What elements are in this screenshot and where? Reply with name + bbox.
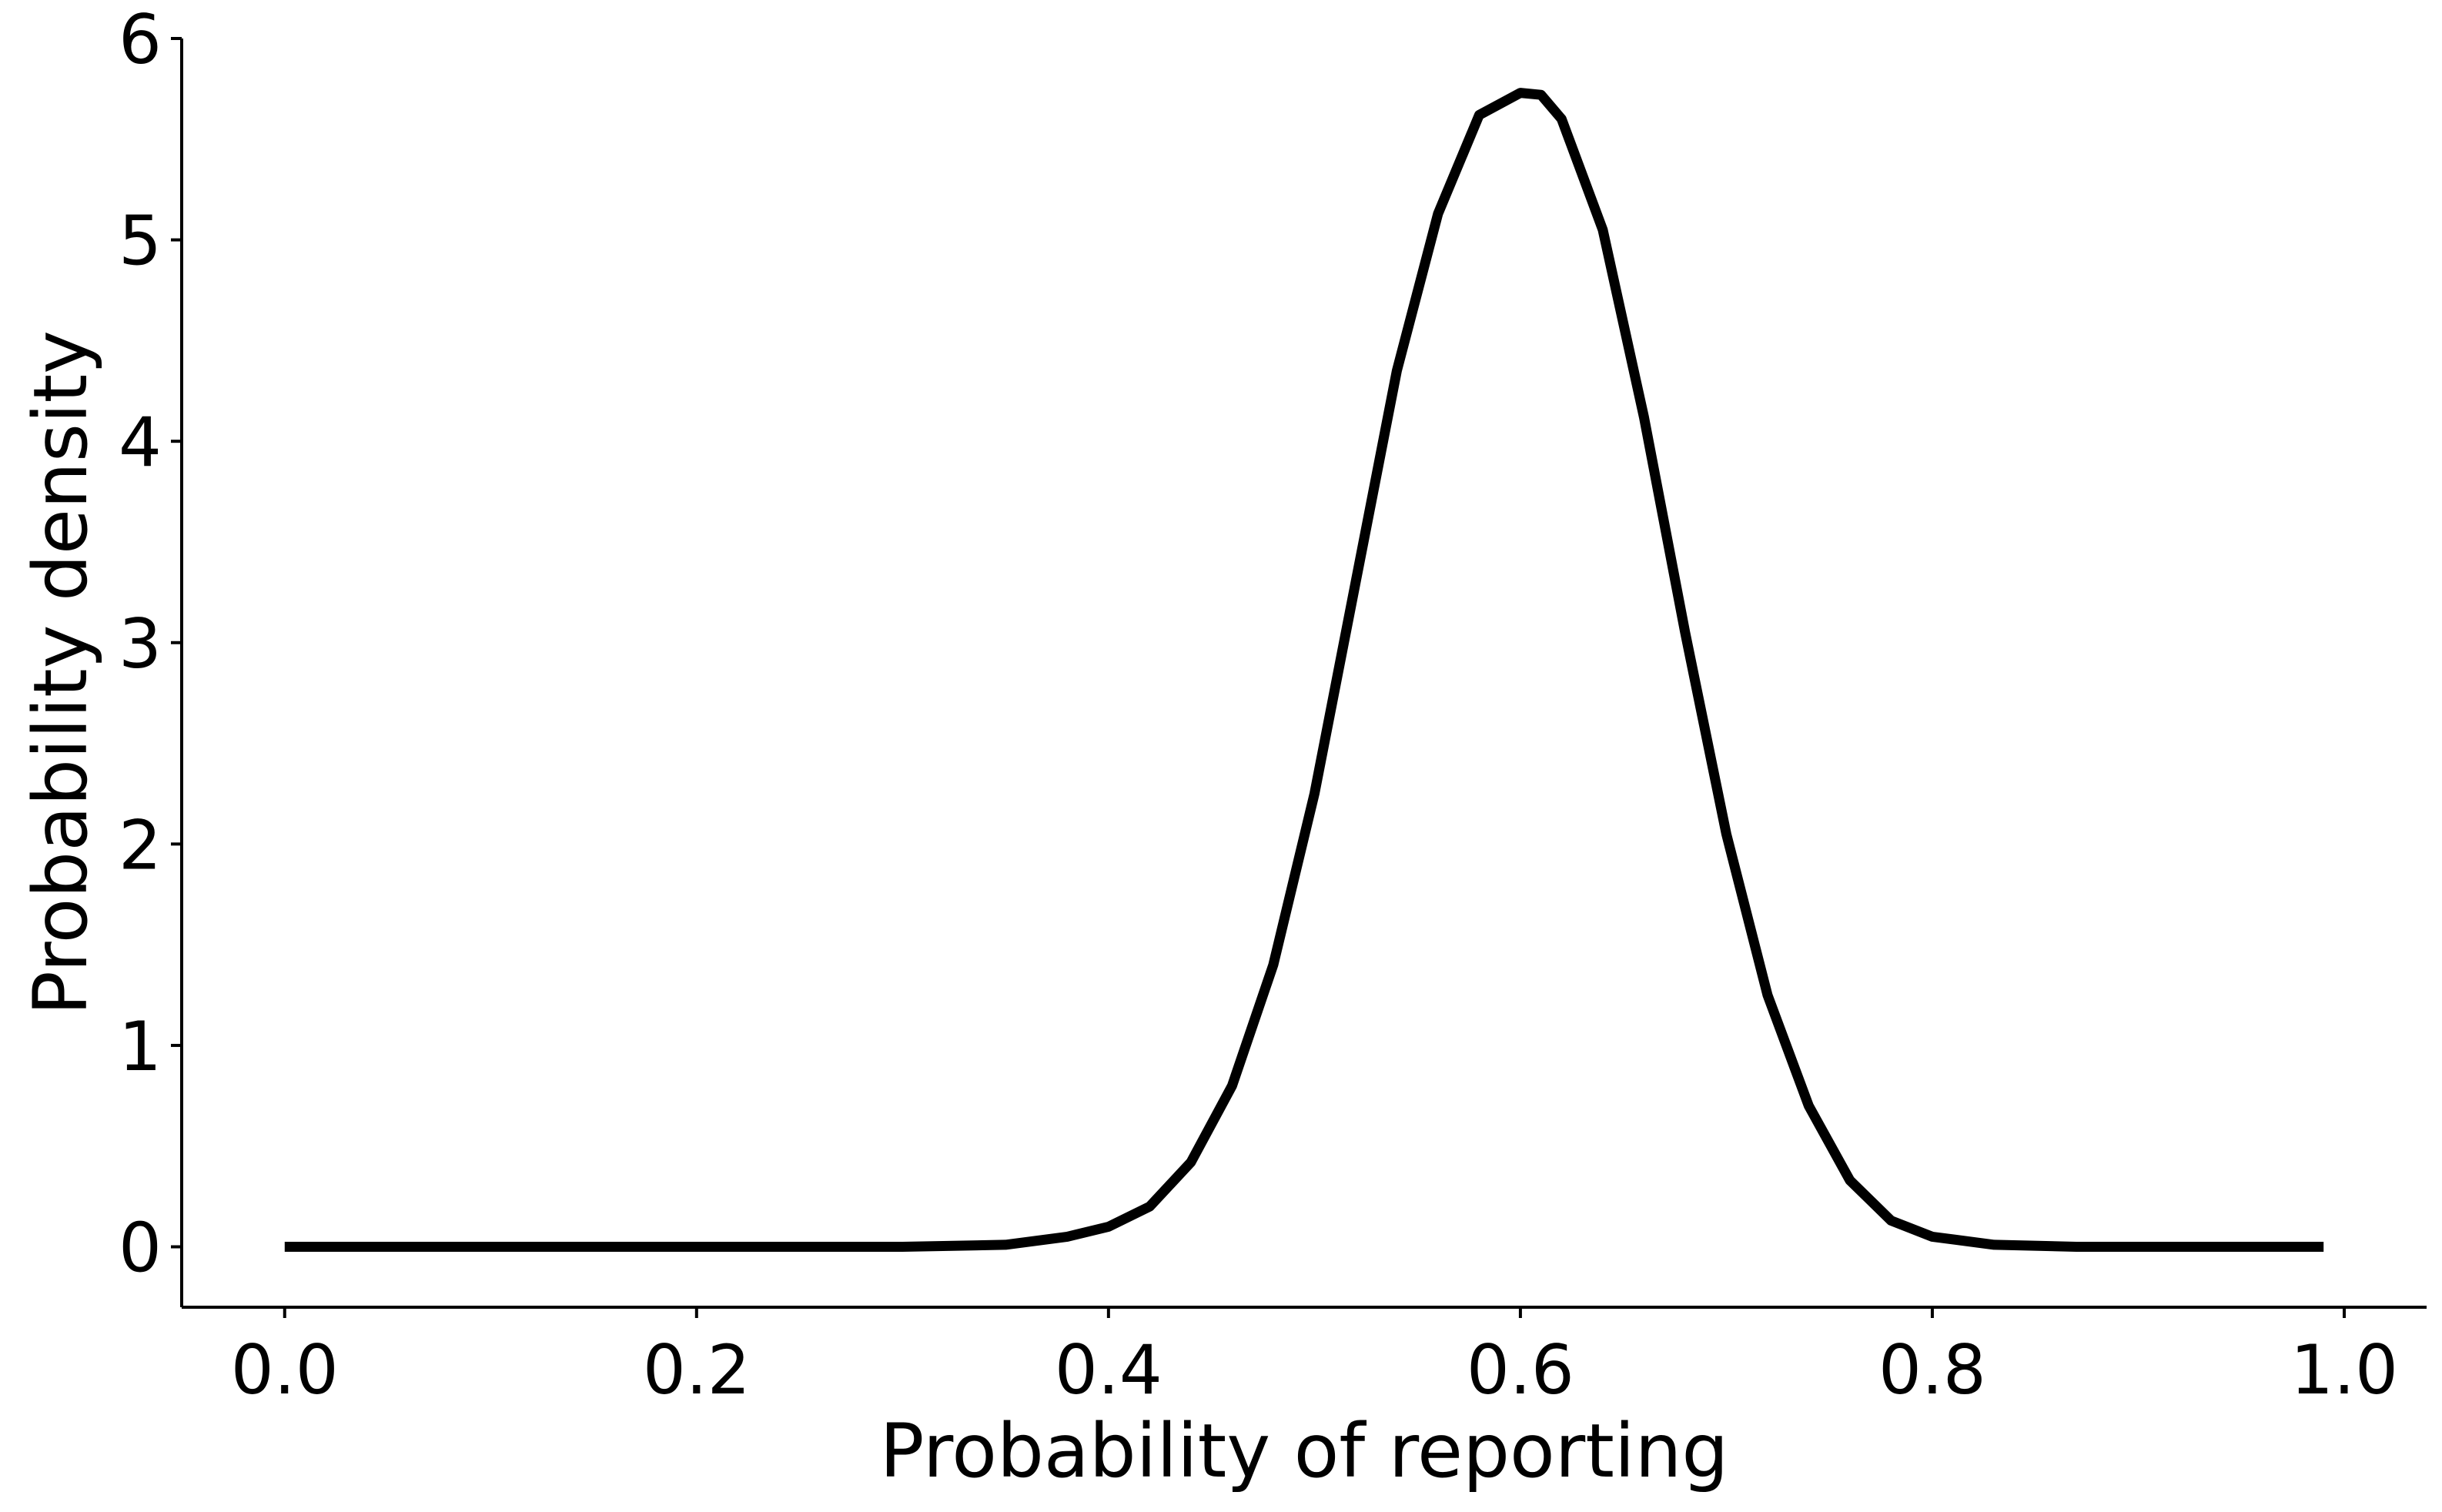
y-tick-label: 5: [119, 202, 162, 281]
y-tick-label: 2: [119, 805, 162, 885]
x-tick-label: 0.0: [231, 1330, 339, 1410]
y-tick-label: 1: [119, 1007, 162, 1086]
x-tick-label: 0.8: [1878, 1330, 1986, 1410]
x-tick-label: 1.0: [2290, 1330, 2398, 1410]
y-tick-label: 6: [119, 0, 162, 79]
series-layer: [284, 88, 2324, 1252]
x-tick-label: 0.4: [1055, 1330, 1162, 1410]
x-tick-label: 0.2: [643, 1330, 751, 1410]
y-tick-label: 4: [119, 403, 162, 482]
y-axis-ticks: 0 1 2 3 4 5 6: [119, 0, 182, 1288]
x-axis-label: Probability of reporting: [880, 1408, 1729, 1494]
y-axis-label: Probability density: [18, 330, 104, 1015]
y-tick-label: 3: [119, 604, 162, 684]
y-tick-label: 0: [119, 1209, 162, 1288]
density-curve: [284, 88, 2324, 1252]
x-tick-label: 0.6: [1467, 1330, 1574, 1410]
x-axis-ticks: 0.0 0.2 0.4 0.6 0.8 1.0: [231, 1307, 2398, 1410]
axes-spines: [180, 38, 2427, 1309]
